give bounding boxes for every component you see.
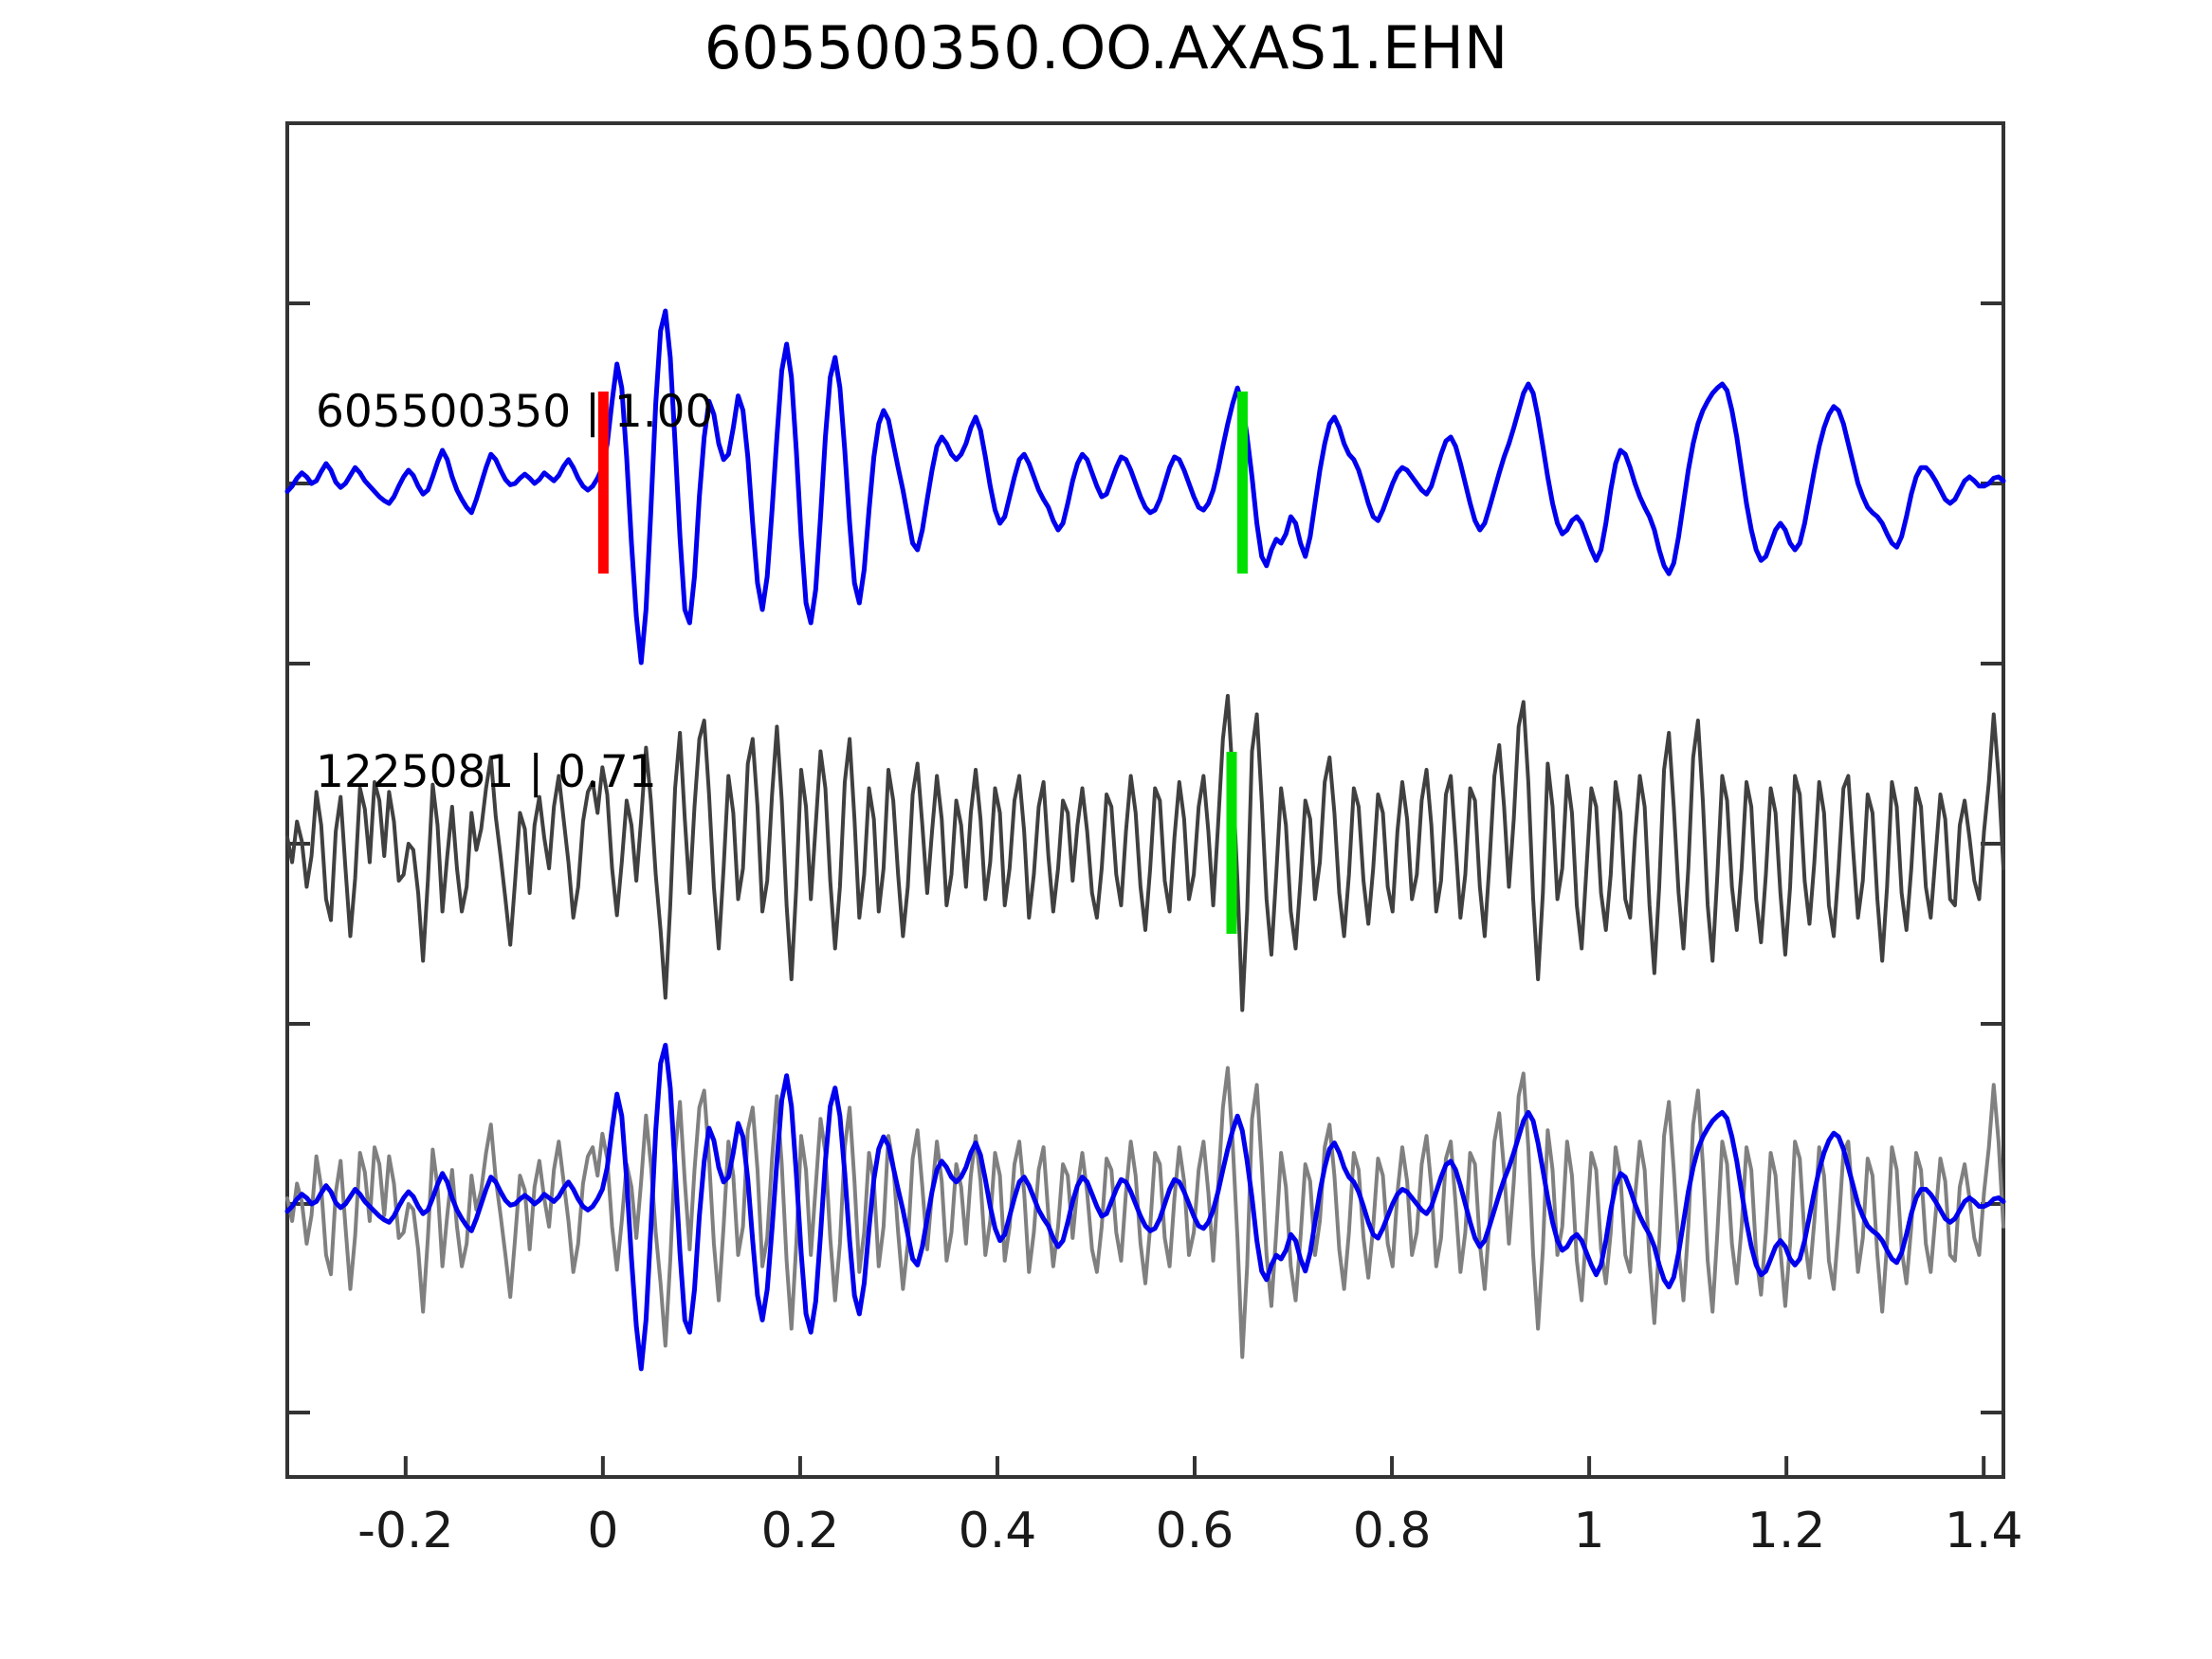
waveform-layer xyxy=(284,308,2006,1372)
x-tick-label: 0.4 xyxy=(959,1503,1037,1559)
overlay-panel xyxy=(284,1043,2006,1372)
x-tick-label: 1.2 xyxy=(1747,1503,1826,1559)
x-tick-label: 0.8 xyxy=(1353,1503,1432,1559)
x-axis-ticks: -0.2 0 0.2 0.4 0.6 0.8 1 1.2 1.4 xyxy=(357,1456,2023,1559)
s-pick-marker xyxy=(1226,752,1237,934)
template-panel xyxy=(284,308,2006,665)
detection-panel-label: 1225081 | 0.71 xyxy=(316,746,657,798)
x-tick-label: 0.2 xyxy=(761,1503,840,1559)
x-tick-label: 1 xyxy=(1574,1503,1605,1559)
x-tick-label: -0.2 xyxy=(357,1503,453,1559)
waveform-detection xyxy=(285,1066,2005,1359)
trace-label-layer: 605500350 | 1.00 1225081 | 0.71 xyxy=(316,386,714,798)
template-panel-label: 605500350 | 1.00 xyxy=(316,386,714,438)
x-tick-label: 0 xyxy=(587,1503,618,1559)
page-title: 605500350.OO.AXAS1.EHN xyxy=(704,13,1508,82)
x-tick-label: 0.6 xyxy=(1156,1503,1234,1559)
waveform-template xyxy=(284,308,2006,665)
waveform-detection xyxy=(285,694,2005,1012)
detection-panel xyxy=(285,694,2005,1012)
waveform-template xyxy=(284,1043,2006,1372)
s-pick-marker xyxy=(1236,392,1248,574)
y-axis-ticks xyxy=(287,301,2003,1414)
pick-marker-layer xyxy=(597,392,1248,934)
x-tick-label: 1.4 xyxy=(1945,1503,2023,1559)
plot-frame xyxy=(285,121,2005,1479)
p-pick-marker xyxy=(597,392,609,574)
